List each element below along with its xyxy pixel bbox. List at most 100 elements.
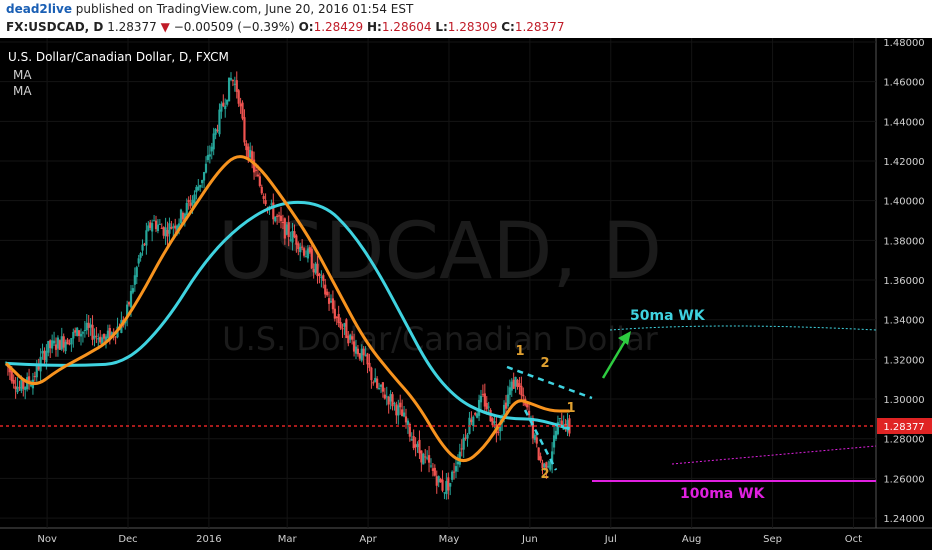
candle bbox=[235, 71, 238, 99]
candle bbox=[197, 179, 200, 191]
green-arrow-head-icon bbox=[618, 331, 631, 345]
candle bbox=[341, 323, 344, 338]
candle bbox=[506, 385, 510, 409]
candle bbox=[435, 470, 438, 494]
candle bbox=[212, 127, 215, 156]
price-axis[interactable] bbox=[876, 38, 932, 528]
ohlc-line: FX:USDCAD, D 1.28377 ▼ −0.00509 (−0.39%)… bbox=[6, 20, 564, 34]
candle bbox=[206, 145, 210, 163]
candle bbox=[364, 346, 367, 357]
time-axis[interactable] bbox=[0, 528, 932, 550]
candle bbox=[551, 442, 554, 474]
candle bbox=[433, 464, 436, 477]
candle bbox=[49, 339, 52, 359]
x-tick-5: May bbox=[439, 534, 460, 545]
down-arrow-icon: ▼ bbox=[160, 20, 170, 34]
legend-ma-1[interactable]: MA bbox=[13, 68, 32, 82]
candle bbox=[420, 450, 423, 472]
candle bbox=[222, 94, 225, 108]
watermark-name: U.S. Dollar/Canadian Dollar bbox=[222, 320, 659, 358]
candle bbox=[414, 437, 417, 457]
candle bbox=[333, 300, 336, 322]
x-tick-3: Mar bbox=[278, 534, 298, 545]
candle bbox=[156, 219, 160, 234]
candle bbox=[126, 300, 129, 327]
x-tick-9: Sep bbox=[763, 534, 782, 545]
close-value: 1.28377 bbox=[514, 20, 565, 34]
candle bbox=[474, 411, 477, 417]
y-tick-7: 1.34000 bbox=[883, 316, 924, 327]
wave-label-right: 1 bbox=[566, 401, 575, 416]
candle bbox=[537, 447, 540, 461]
candle bbox=[566, 413, 569, 437]
candle bbox=[18, 380, 21, 391]
candle bbox=[87, 315, 90, 338]
candle bbox=[226, 99, 229, 107]
candle bbox=[289, 231, 292, 242]
candle bbox=[314, 262, 317, 275]
wave-lower-trendline bbox=[523, 409, 558, 471]
x-tick-7: Jul bbox=[604, 534, 617, 545]
candle bbox=[345, 318, 348, 339]
candle bbox=[427, 446, 431, 473]
candle bbox=[227, 77, 231, 102]
candle bbox=[512, 372, 515, 389]
candle bbox=[381, 381, 385, 398]
candle bbox=[464, 428, 467, 441]
candle bbox=[108, 324, 111, 345]
candle bbox=[416, 441, 419, 453]
low-label: L: bbox=[435, 20, 448, 34]
candle bbox=[16, 377, 19, 395]
candle bbox=[312, 263, 315, 279]
candle bbox=[101, 334, 104, 346]
candle bbox=[210, 142, 213, 160]
candle bbox=[285, 221, 288, 236]
candle bbox=[449, 482, 452, 496]
legend-ma-2[interactable]: MA bbox=[13, 84, 32, 98]
candle bbox=[352, 333, 356, 357]
candle bbox=[295, 234, 298, 253]
candle bbox=[76, 326, 79, 337]
candle bbox=[241, 100, 244, 121]
candle bbox=[539, 452, 542, 463]
candle bbox=[410, 432, 413, 441]
candle bbox=[41, 343, 44, 360]
candle bbox=[89, 318, 92, 336]
candle bbox=[383, 387, 386, 400]
author-link[interactable]: dead2live bbox=[6, 2, 72, 16]
candle bbox=[137, 254, 140, 267]
chart-header: dead2live published on TradingView.com, … bbox=[0, 0, 932, 38]
candle bbox=[70, 337, 73, 352]
candle bbox=[360, 344, 363, 363]
candle bbox=[158, 219, 161, 225]
candle bbox=[201, 179, 204, 189]
candle bbox=[189, 194, 192, 209]
y-tick-2: 1.44000 bbox=[883, 117, 924, 128]
candle bbox=[147, 221, 150, 232]
candle bbox=[83, 321, 86, 338]
candle bbox=[354, 339, 358, 360]
candle bbox=[401, 399, 404, 417]
candle bbox=[251, 145, 254, 169]
candle bbox=[27, 368, 31, 390]
candle bbox=[301, 239, 304, 251]
candle bbox=[422, 452, 425, 465]
candle bbox=[85, 314, 88, 335]
candle bbox=[187, 196, 190, 210]
candle bbox=[508, 379, 511, 405]
candle bbox=[399, 394, 402, 415]
candle bbox=[418, 430, 421, 460]
candle bbox=[56, 335, 60, 357]
x-tick-labels: Nov Dec 2016 Mar Apr May Jun Jul Aug Sep Oct bbox=[37, 534, 862, 545]
candle bbox=[168, 217, 171, 243]
wave-upper-trendline bbox=[506, 365, 593, 400]
y-tick-5: 1.38000 bbox=[883, 236, 924, 247]
candle bbox=[154, 215, 158, 233]
candle bbox=[356, 345, 360, 357]
candle bbox=[170, 220, 173, 230]
y-tick-6: 1.36000 bbox=[883, 276, 924, 287]
candle bbox=[54, 337, 58, 357]
candle bbox=[535, 433, 538, 448]
wave-label-top-1: 1 bbox=[515, 344, 524, 359]
